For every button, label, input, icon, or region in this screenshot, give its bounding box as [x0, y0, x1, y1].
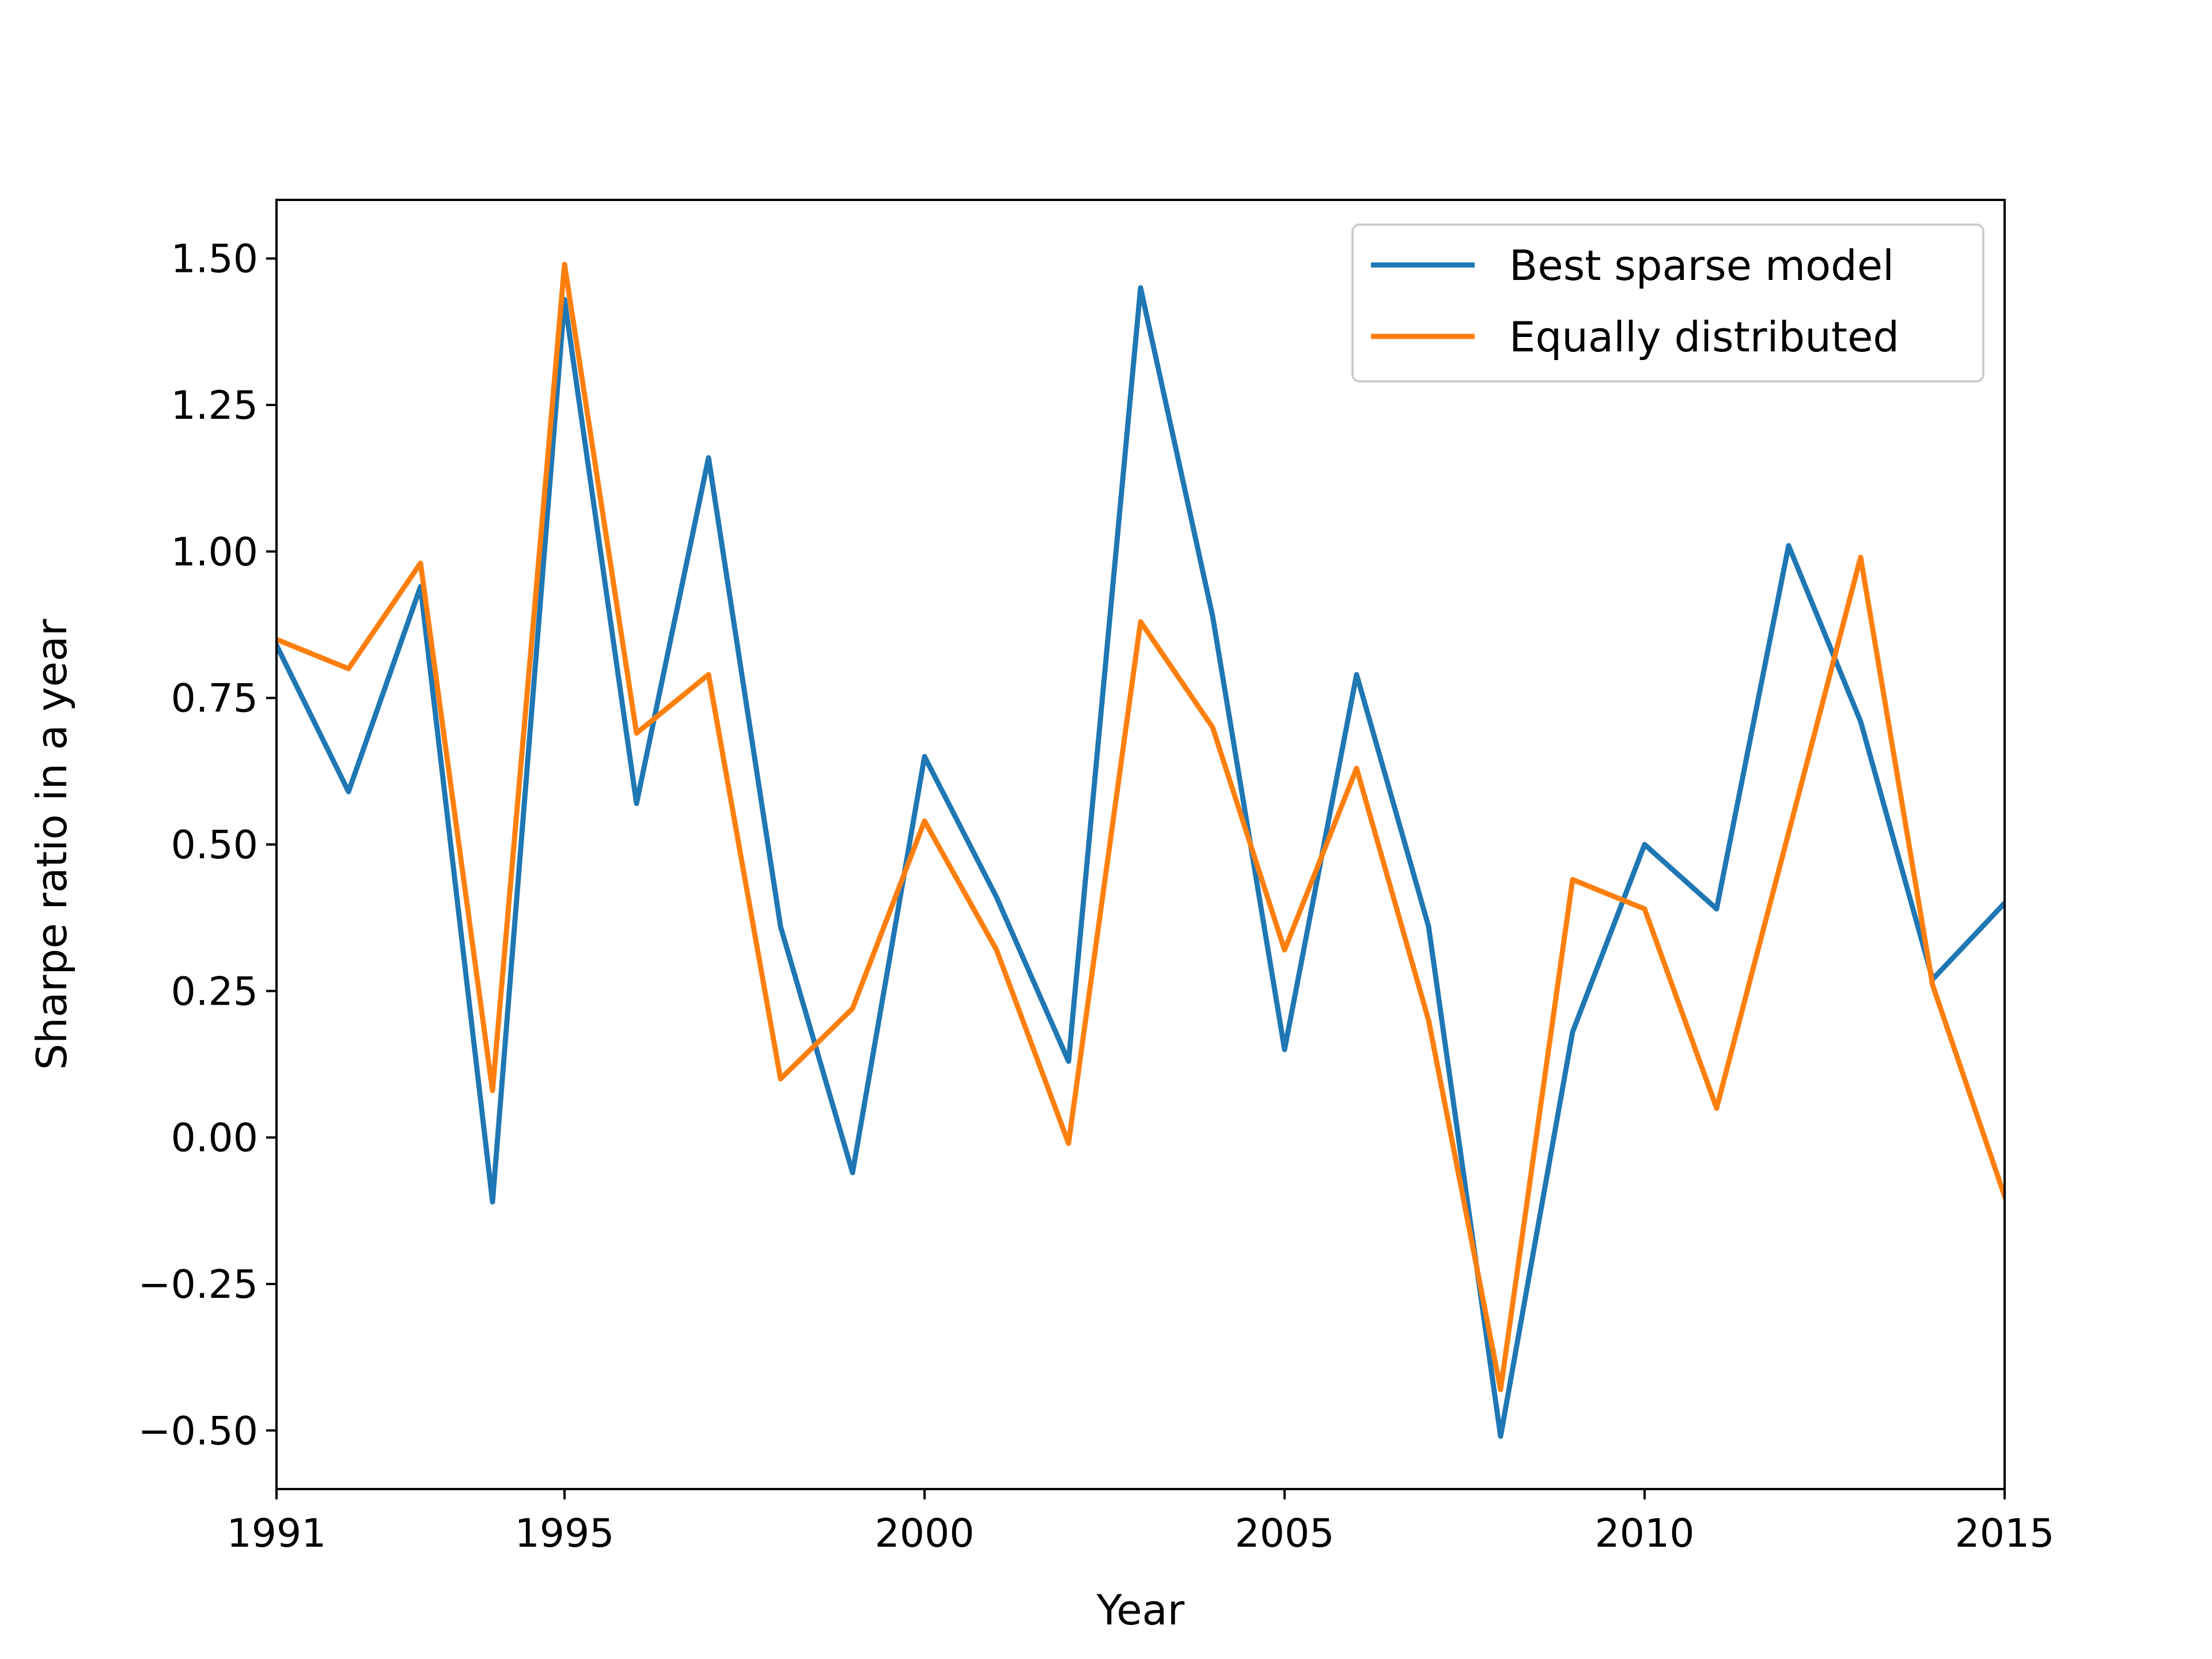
y-tick-label: −0.50	[138, 1408, 258, 1454]
series-line-best-sparse-model	[276, 285, 2005, 1439]
legend-box	[1351, 224, 1984, 382]
y-tick-label: 0.00	[171, 1116, 258, 1161]
y-axis: −0.50 −0.25 0.00 0.25 0.50 0.75 1.00 1.25 1.50	[138, 237, 276, 1454]
x-tick-label: 2010	[1594, 1511, 1694, 1556]
legend-label-equally-distributed: Equally distributed	[1509, 313, 1899, 361]
y-tick-label: 0.50	[171, 823, 258, 868]
x-tick-label: 1991	[226, 1511, 326, 1556]
y-tick-label: 0.75	[171, 676, 258, 722]
x-tick-label: 2015	[1955, 1511, 2054, 1556]
y-tick-label: 1.50	[171, 237, 258, 282]
y-axis-title: Sharpe ratio in a year	[28, 619, 76, 1070]
x-tick-label: 2005	[1234, 1511, 1334, 1556]
legend-label-best-sparse-model: Best sparse model	[1509, 241, 1894, 290]
y-tick-label: 1.00	[171, 529, 258, 575]
y-tick-label: 0.25	[171, 969, 258, 1014]
legend: Best sparse model Equally distributed	[1351, 224, 1984, 382]
x-tick-label: 1995	[514, 1511, 614, 1556]
y-tick-label: 1.25	[171, 383, 258, 429]
plot-frame	[275, 199, 2006, 1490]
x-tick-label: 2000	[874, 1511, 974, 1556]
y-tick-label: −0.25	[138, 1262, 258, 1308]
x-axis: 1991 1995 2000 2005 2010 2015	[226, 1489, 2055, 1556]
x-axis-title: Year	[1096, 1586, 1185, 1634]
series-line-equally-distributed	[276, 262, 2005, 1392]
plot-content	[276, 262, 2005, 1439]
